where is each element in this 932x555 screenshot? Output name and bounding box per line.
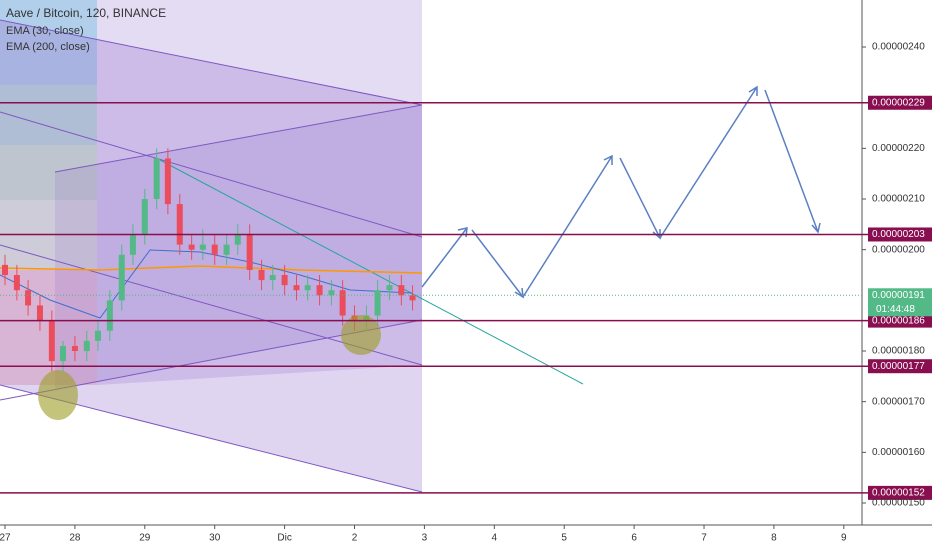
y-tick-label: 0.00000200 (872, 244, 925, 255)
y-tick-label: 0.00000150 (872, 498, 925, 509)
level-label: 0.00000229 (872, 97, 925, 108)
candle-body (223, 244, 230, 255)
y-tick-label: 0.00000240 (872, 42, 925, 53)
x-tick-label: 2 (352, 533, 358, 544)
projection-arrows (421, 85, 821, 299)
ema-200 (0, 265, 423, 274)
y-tick-label: 0.00000170 (872, 396, 925, 407)
x-tick-label: 4 (492, 533, 498, 544)
level-label: 0.00000177 (872, 361, 925, 372)
candle-body (60, 345, 67, 362)
candle-body (129, 234, 136, 255)
ema-30 (0, 249, 413, 319)
candle-body (188, 244, 195, 250)
channel-fill (55, 105, 422, 390)
highlight-circle (38, 370, 78, 420)
x-tick-label: 28 (69, 533, 81, 544)
candle-body (13, 275, 20, 291)
candle-body (48, 320, 55, 362)
channel-fill (0, 20, 422, 492)
x-tick-label: 3 (422, 533, 428, 544)
candle-body (409, 295, 416, 301)
candle-body (25, 290, 32, 306)
box-fill (97, 0, 422, 385)
level-label: 0.00000186 (872, 315, 925, 326)
candle-body (398, 285, 405, 296)
countdown-label: 01:44:48 (876, 304, 915, 315)
x-tick-label: 5 (561, 533, 567, 544)
candle-body (234, 234, 241, 245)
y-tick-label: 0.00000180 (872, 346, 925, 357)
candle-body (141, 199, 148, 235)
x-tick-label: 27 (0, 533, 11, 544)
level-label-box (868, 227, 932, 242)
x-tick-label: 8 (771, 533, 777, 544)
plot-area (0, 0, 862, 525)
x-tick-label: 7 (701, 533, 707, 544)
candle-body (118, 254, 125, 301)
fib-band (0, 85, 97, 145)
candle-body (1, 264, 8, 276)
level-label: 0.00000152 (872, 488, 925, 499)
candle-body (71, 345, 78, 352)
fib-band (0, 145, 97, 200)
level-label-box (868, 95, 932, 110)
highlight-circle (341, 315, 381, 355)
x-tick-label: 30 (209, 533, 221, 544)
level-label-box (868, 359, 932, 374)
candle-body (246, 234, 253, 270)
x-tick-label: 29 (139, 533, 151, 544)
y-tick-label: 0.00000210 (872, 194, 925, 205)
indicator-label: EMA (200, close) (6, 41, 90, 53)
chart-title: Aave / Bitcoin, 120, BINANCE (6, 6, 166, 20)
level-label-box (868, 485, 932, 500)
indicator-label: EMA (30, close) (6, 25, 84, 37)
candle-body (164, 158, 171, 205)
x-tick-label: 9 (841, 533, 847, 544)
candle-body (258, 269, 265, 281)
last-price-label: 0.00000191 (872, 290, 925, 301)
candle-body (281, 275, 288, 286)
candle-body (153, 158, 160, 200)
level-label: 0.00000203 (872, 229, 925, 240)
candle-body (374, 290, 381, 316)
candle-body (316, 285, 323, 296)
candle-body (339, 290, 346, 316)
y-tick-label: 0.00000220 (872, 143, 925, 154)
candle-body (293, 285, 300, 291)
x-tick-label: 6 (631, 533, 637, 544)
last-price-box (868, 288, 932, 317)
fib-band (0, 0, 97, 85)
candle-body (211, 244, 218, 255)
candle-body (386, 285, 393, 291)
candle-body (36, 305, 43, 321)
level-label-box (868, 313, 932, 328)
candle-body (328, 290, 335, 296)
candle-body (269, 275, 276, 281)
candle-body (83, 340, 90, 352)
candle-body (94, 330, 101, 341)
x-tick-label: Dic (277, 533, 291, 544)
candle-body (106, 300, 113, 331)
y-tick-label: 0.00000160 (872, 447, 925, 458)
candle-body (199, 244, 206, 250)
candle-body (176, 204, 183, 245)
candle-body (304, 285, 311, 291)
